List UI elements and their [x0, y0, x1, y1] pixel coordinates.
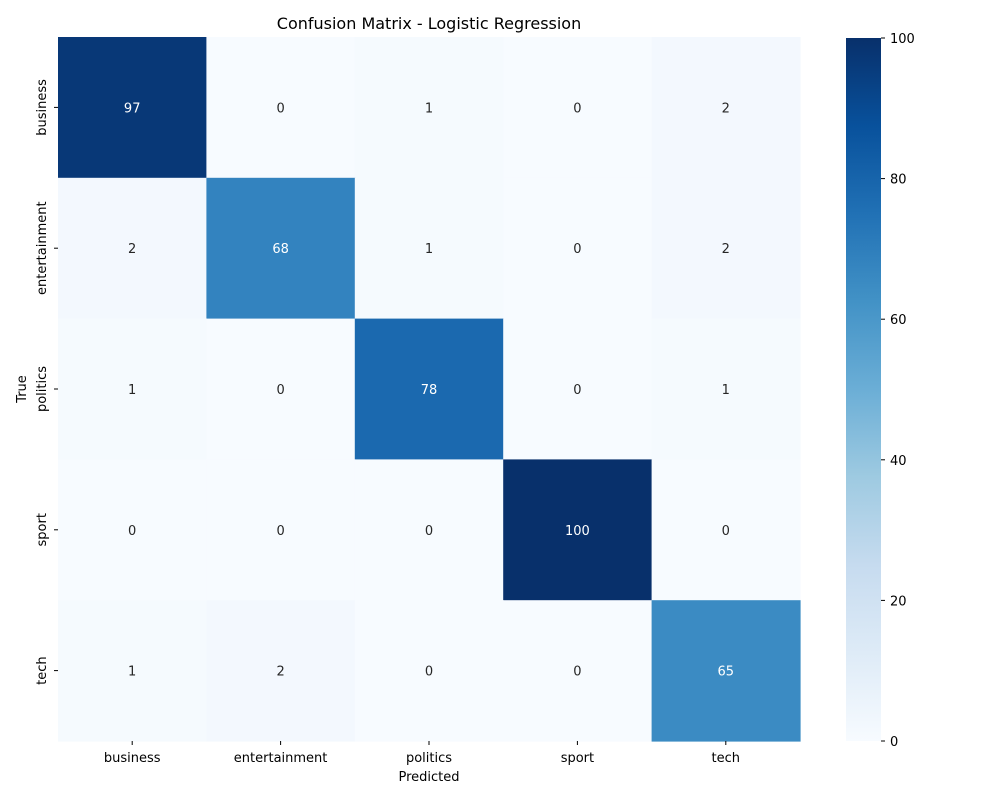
cell-value-label: 0 — [276, 383, 284, 398]
colorbar-tick-label: 60 — [890, 313, 907, 328]
colorbar — [846, 38, 881, 741]
cell-value-label: 0 — [573, 665, 581, 680]
cell-value-label: 0 — [425, 665, 433, 680]
cell-value-label: 0 — [128, 524, 136, 539]
heatmap-cell — [651, 600, 801, 742]
heatmap-cell — [503, 459, 653, 601]
cell-value-label: 1 — [128, 665, 136, 680]
heatmap-cell — [503, 318, 653, 460]
cell-value-label: 0 — [276, 524, 284, 539]
cell-value-label: 0 — [276, 101, 284, 116]
cell-value-label: 100 — [565, 524, 590, 539]
heatmap-cells — [58, 37, 801, 742]
heatmap-cell — [58, 459, 207, 601]
cell-value-label: 97 — [124, 101, 141, 116]
heatmap-cell — [58, 318, 207, 460]
colorbar-ticks: 0 20 40 60 80 100 — [881, 32, 915, 750]
cell-value-label: 2 — [722, 101, 730, 116]
y-tick-label: sport — [35, 513, 50, 546]
cell-value-label: 78 — [421, 383, 438, 398]
heatmap-cell — [206, 177, 356, 320]
heatmap-cell — [58, 37, 207, 179]
x-axis-label: Predicted — [398, 770, 459, 785]
y-tick-label: politics — [35, 366, 50, 412]
heatmap-cell — [354, 318, 504, 460]
heatmap-cell — [651, 177, 801, 320]
heatmap-cell — [58, 177, 207, 320]
cell-value-label: 0 — [722, 524, 730, 539]
cell-value-label: 1 — [722, 383, 730, 398]
cell-value-label: 1 — [425, 242, 433, 257]
y-tick-label: entertainment — [35, 201, 50, 295]
y-tick-label: tech — [35, 656, 50, 684]
heatmap-cell — [503, 600, 653, 742]
x-tick-label: politics — [406, 751, 452, 766]
heatmap-cell — [503, 177, 653, 320]
cell-value-label: 68 — [272, 242, 289, 257]
y-axis-label: True — [15, 375, 30, 404]
cell-value-label: 2 — [128, 242, 136, 257]
y-tick-label: business — [35, 79, 50, 136]
y-axis-ticks: business entertainment politics sport tech — [35, 79, 58, 685]
heatmap-cell — [354, 459, 504, 601]
heatmap-cell — [206, 318, 356, 460]
cell-value-label: 0 — [573, 101, 581, 116]
cell-value-label: 0 — [425, 524, 433, 539]
heatmap-cell — [206, 459, 356, 601]
cell-value-label: 1 — [425, 101, 433, 116]
colorbar-tick-label: 40 — [890, 454, 907, 469]
heatmap-cell — [651, 459, 801, 601]
heatmap-cell — [206, 37, 356, 179]
x-axis-ticks: business entertainment politics sport tech — [104, 741, 740, 766]
heatmap-cell — [503, 37, 653, 179]
colorbar-tick-label: 80 — [890, 173, 907, 188]
x-tick-label: business — [104, 751, 161, 766]
heatmap-cell — [354, 37, 504, 179]
x-tick-label: tech — [712, 751, 740, 766]
cell-value-label: 0 — [573, 242, 581, 257]
colorbar-tick-label: 0 — [890, 735, 898, 750]
heatmap-cell — [651, 37, 801, 179]
cell-value-label: 2 — [276, 665, 284, 680]
cell-value-label: 1 — [128, 383, 136, 398]
heatmap-cell — [206, 600, 356, 742]
cell-annotations: 97 0 1 0 22 68 1 0 21 0 78 0 10 0 0 100 01 2 0 0 65 — [124, 101, 734, 679]
x-tick-label: sport — [561, 751, 594, 766]
cell-value-label: 65 — [718, 665, 735, 680]
cell-value-label: 2 — [722, 242, 730, 257]
cell-value-label: 0 — [573, 383, 581, 398]
heatmap-cell — [58, 600, 207, 742]
heatmap-cell — [651, 318, 801, 460]
heatmap-cell — [354, 600, 504, 742]
heatmap-cell — [354, 177, 504, 320]
chart-title: Confusion Matrix - Logistic Regression — [277, 14, 581, 33]
colorbar-tick-label: 20 — [890, 594, 907, 609]
x-tick-label: entertainment — [234, 751, 328, 766]
colorbar-tick-label: 100 — [890, 32, 915, 47]
